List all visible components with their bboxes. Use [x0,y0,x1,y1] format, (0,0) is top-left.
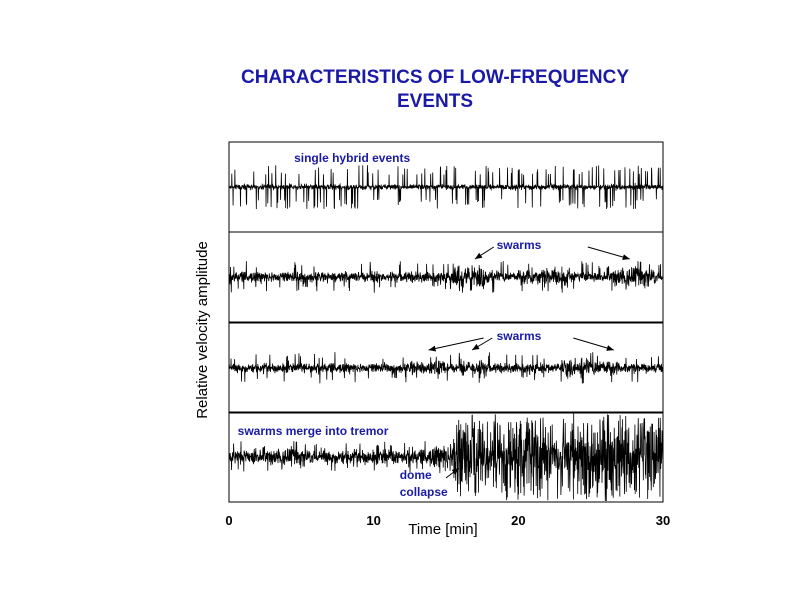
y-axis-label: Relative velocity amplitude [194,241,211,419]
annotation-arrow [573,337,614,351]
annotation-label: dome [400,468,432,482]
annotation-label: swarms [497,238,542,252]
annotation-label: swarms merge into tremor [238,424,389,438]
x-tick-label: 10 [366,513,380,528]
annotation-label: swarms [497,329,542,343]
x-tick-label: 0 [225,513,232,528]
chart-title-line-1: CHARACTERISTICS OF LOW-FREQUENCY [240,67,630,88]
chart-title-line-2: EVENTS [396,91,474,112]
annotation-arrow [445,467,460,479]
x-tick-label: 20 [511,513,525,528]
waveform-trace-3 [228,352,664,384]
x-tick-label: 30 [656,513,670,528]
annotation-arrow [428,337,484,352]
annotation-arrow [474,246,495,260]
x-axis-label: Time [min] [408,521,477,538]
annotation-label: single hybrid events [294,151,410,165]
annotation-arrow [587,246,630,260]
waveform-trace-2 [228,261,664,293]
panel-1: single hybrid events [228,141,664,233]
waveform-trace-4 [228,413,664,502]
panel-3: swarms [228,322,664,414]
panel-4: swarms merge into tremor dome collapse [228,411,664,503]
annotation-label: collapse [400,485,448,499]
waveform-trace-1 [228,165,664,209]
panel-2: swarms [228,231,664,323]
annotation-arrow [471,337,493,351]
